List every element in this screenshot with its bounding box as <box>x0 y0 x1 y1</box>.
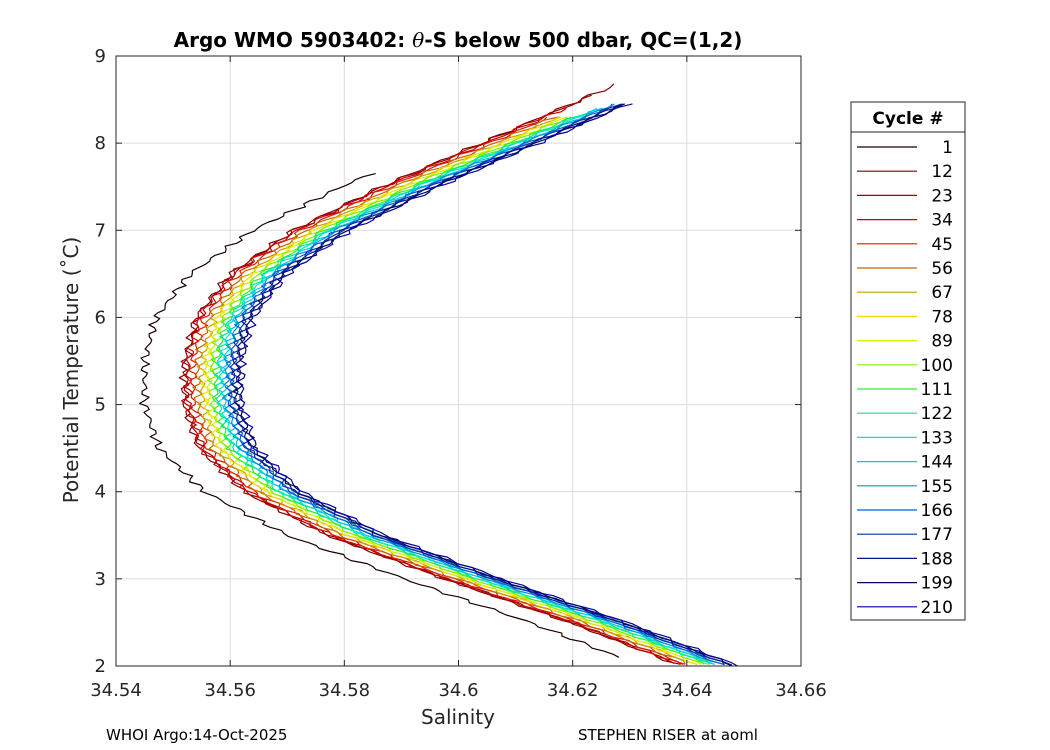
x-tick-label: 34.58 <box>319 680 371 701</box>
y-tick-label: 2 <box>95 656 106 677</box>
legend-label-100: 100 <box>921 356 953 376</box>
chart-title-suffix: -S below 500 dbar, QC=(1,2) <box>424 28 742 52</box>
chart-title-symbol: θ <box>412 28 424 52</box>
legend-entries: 1 12 23 34 45 56 67 78 89 100 111 122 133 144 155 166 17… <box>857 138 953 618</box>
legend-label-210: 210 <box>921 598 953 618</box>
legend-label-78: 78 <box>931 307 953 327</box>
x-tick-label: 34.54 <box>90 680 142 701</box>
profile-line-cycle-56 <box>192 116 686 665</box>
x-tick-label: 34.64 <box>661 680 713 701</box>
profile-line-cycle-210 <box>236 103 738 667</box>
legend-label-34: 34 <box>931 211 953 231</box>
y-tick-label: 8 <box>95 133 106 154</box>
legend-label-122: 122 <box>921 404 953 424</box>
chart-title-prefix: Argo WMO 5903402: <box>174 28 413 52</box>
legend-label-45: 45 <box>931 235 953 255</box>
profile-line-cycle-199 <box>233 103 733 667</box>
legend-label-12: 12 <box>931 162 953 182</box>
legend-label-166: 166 <box>921 501 953 521</box>
legend-label-67: 67 <box>931 283 953 303</box>
y-axis-label: Potential Temperature (˚C) <box>59 237 83 504</box>
legend-label-144: 144 <box>921 453 953 473</box>
legend-label-89: 89 <box>931 332 953 352</box>
y-tick-label: 9 <box>95 46 106 67</box>
x-tick-label: 34.56 <box>204 680 256 701</box>
chart-title: Argo WMO 5903402: θ-S below 500 dbar, QC… <box>174 28 743 52</box>
x-tick-label: 34.66 <box>775 680 827 701</box>
y-tick-label: 5 <box>95 395 106 416</box>
y-axis-ticks: 2 3 4 5 6 7 8 9 <box>95 46 801 677</box>
profile-line-cycle-45 <box>187 116 685 665</box>
legend-label-1: 1 <box>942 138 953 158</box>
y-tick-label: 7 <box>95 220 106 241</box>
footer-credit: WHOI Argo:14-Oct-2025 <box>106 726 288 744</box>
x-axis-label: Salinity <box>421 705 495 729</box>
y-tick-label: 4 <box>95 482 106 503</box>
legend-label-155: 155 <box>921 477 953 497</box>
legend-label-23: 23 <box>931 186 953 206</box>
legend: Cycle # 1 12 23 34 45 56 67 78 89 100 111 122 133 144… <box>850 101 966 621</box>
footer-operator: STEPHEN RISER at aoml <box>578 726 758 744</box>
legend-label-133: 133 <box>921 428 953 448</box>
x-axis-ticks: 34.54 34.56 34.58 34.6 34.62 34.64 34.66 <box>90 56 827 701</box>
x-tick-label: 34.6 <box>438 680 478 701</box>
legend-label-199: 199 <box>921 574 953 594</box>
y-tick-label: 6 <box>95 307 106 328</box>
x-tick-label: 34.62 <box>547 680 599 701</box>
legend-label-56: 56 <box>931 259 953 279</box>
legend-label-188: 188 <box>921 549 953 569</box>
data-series <box>139 83 738 667</box>
legend-label-111: 111 <box>921 380 953 400</box>
legend-title: Cycle # <box>872 109 943 129</box>
y-tick-label: 3 <box>95 569 106 590</box>
profile-line-cycle-1 <box>139 173 620 658</box>
legend-label-177: 177 <box>921 525 953 545</box>
